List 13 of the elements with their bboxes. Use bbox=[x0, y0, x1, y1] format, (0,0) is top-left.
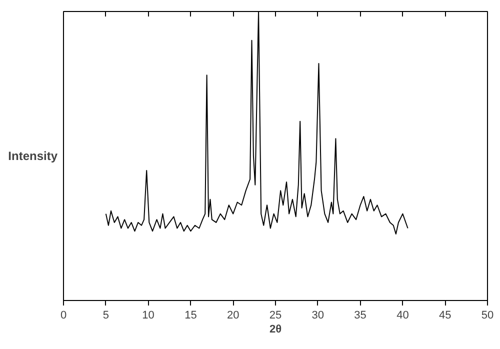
x-tick-label: 30 bbox=[312, 310, 324, 322]
x-tick-label: 45 bbox=[438, 310, 452, 322]
x-tick-label: 15 bbox=[184, 310, 197, 322]
x-tick-label: 5 bbox=[102, 310, 109, 322]
x-tick-label: 50 bbox=[481, 310, 494, 322]
x-tick-label: 40 bbox=[396, 310, 409, 322]
x-tick-label: 25 bbox=[269, 310, 282, 322]
x-tick-label: 20 bbox=[226, 310, 240, 322]
x-tick-label: 0 bbox=[60, 310, 67, 322]
x-axis-title: 2θ bbox=[269, 324, 282, 336]
x-tick-label: 35 bbox=[354, 310, 366, 322]
x-tick-label: 10 bbox=[142, 310, 154, 322]
y-axis-title: Intensity bbox=[8, 149, 58, 163]
